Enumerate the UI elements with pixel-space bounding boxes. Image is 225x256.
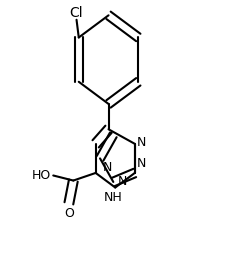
Text: NH: NH bbox=[103, 191, 122, 204]
Text: HO: HO bbox=[32, 169, 51, 182]
Text: Cl: Cl bbox=[69, 6, 83, 20]
Text: N: N bbox=[102, 161, 111, 174]
Text: O: O bbox=[64, 207, 74, 220]
Text: N: N bbox=[136, 136, 146, 149]
Text: N: N bbox=[117, 175, 127, 188]
Text: N: N bbox=[136, 157, 146, 170]
